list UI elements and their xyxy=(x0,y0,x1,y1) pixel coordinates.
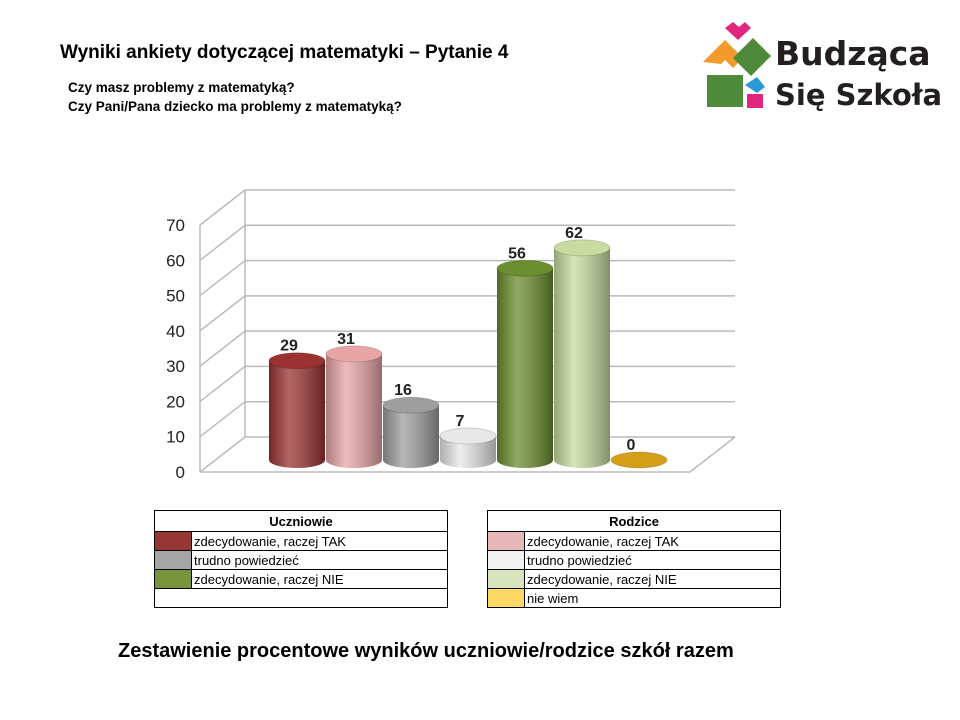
data-label: 56 xyxy=(508,245,526,262)
y-tick-label: 30 xyxy=(166,357,185,376)
floor-edge xyxy=(200,436,736,473)
y-tick-label: 40 xyxy=(166,322,185,341)
bar-top xyxy=(496,259,554,277)
footer-caption: Zestawienie procentowe wyników uczniowie… xyxy=(118,640,734,662)
bar-shading xyxy=(497,268,553,468)
legend-label: zdecydowanie, raczej NIE xyxy=(191,569,448,589)
bar-shading xyxy=(326,353,382,468)
legend-label: zdecydowanie, raczej TAK xyxy=(524,531,781,551)
y-tick-label: 10 xyxy=(166,428,185,447)
legend-swatch xyxy=(154,550,192,570)
legend-swatch xyxy=(487,569,525,589)
legend-swatch xyxy=(154,569,192,589)
y-tick-label: 20 xyxy=(166,392,185,411)
legend-empty-row xyxy=(154,588,448,608)
legend-swatch xyxy=(487,550,525,570)
y-tick-label: 0 xyxy=(176,463,185,482)
bar-top xyxy=(382,396,440,414)
data-label: 7 xyxy=(456,413,465,430)
bar-shading xyxy=(269,360,325,468)
legend-swatch xyxy=(487,588,525,608)
y-tick-label: 60 xyxy=(166,251,185,270)
y-tick-label: 70 xyxy=(166,216,185,235)
legend-parents: Rodzice zdecydowanie, raczej TAK trudno … xyxy=(487,510,781,608)
gridline xyxy=(199,259,735,297)
legend-label: trudno powiedzieć xyxy=(191,550,448,570)
legend-swatch xyxy=(487,531,525,551)
bar-top xyxy=(439,427,497,445)
y-tick-label: 50 xyxy=(166,287,185,306)
bar-shading xyxy=(554,247,610,468)
logo: Budząca Się Szkoła xyxy=(703,22,942,112)
logo-line2: Się Szkoła xyxy=(775,78,942,112)
bar-chart: 0 10 20 30 40 50 60 70 29 31 16 7 56 62 0 xyxy=(166,189,736,482)
data-label: 29 xyxy=(280,338,298,355)
legend-label: zdecydowanie, raczej TAK xyxy=(191,531,448,551)
bar-top xyxy=(325,345,383,363)
bar-top xyxy=(553,239,611,257)
legend-label: nie wiem xyxy=(524,588,781,608)
legend-swatch xyxy=(154,531,192,551)
gridline xyxy=(199,224,735,261)
legend-parents-title: Rodzice xyxy=(487,510,781,532)
bar-shading xyxy=(383,405,439,468)
data-label: 31 xyxy=(337,331,355,348)
gridline xyxy=(199,189,735,226)
bar-shading xyxy=(440,436,496,468)
data-label: 62 xyxy=(565,225,583,242)
legend-label: trudno powiedzieć xyxy=(524,550,781,570)
data-label: 0 xyxy=(627,437,636,454)
data-label: 16 xyxy=(394,382,412,399)
legend-students: Uczniowie zdecydowanie, raczej TAK trudn… xyxy=(154,510,448,608)
question-2: Czy Pani/Pana dziecko ma problemy z mate… xyxy=(68,99,402,114)
bar-top xyxy=(268,352,326,370)
gridline xyxy=(199,295,735,332)
logo-line1: Budząca xyxy=(775,34,931,73)
question-1: Czy masz problemy z matematyką? xyxy=(68,80,295,95)
page-title: Wyniki ankiety dotyczącej matematyki – P… xyxy=(60,42,509,63)
bar-top xyxy=(610,451,668,469)
legend-students-title: Uczniowie xyxy=(154,510,448,532)
legend-label: zdecydowanie, raczej NIE xyxy=(524,569,781,589)
